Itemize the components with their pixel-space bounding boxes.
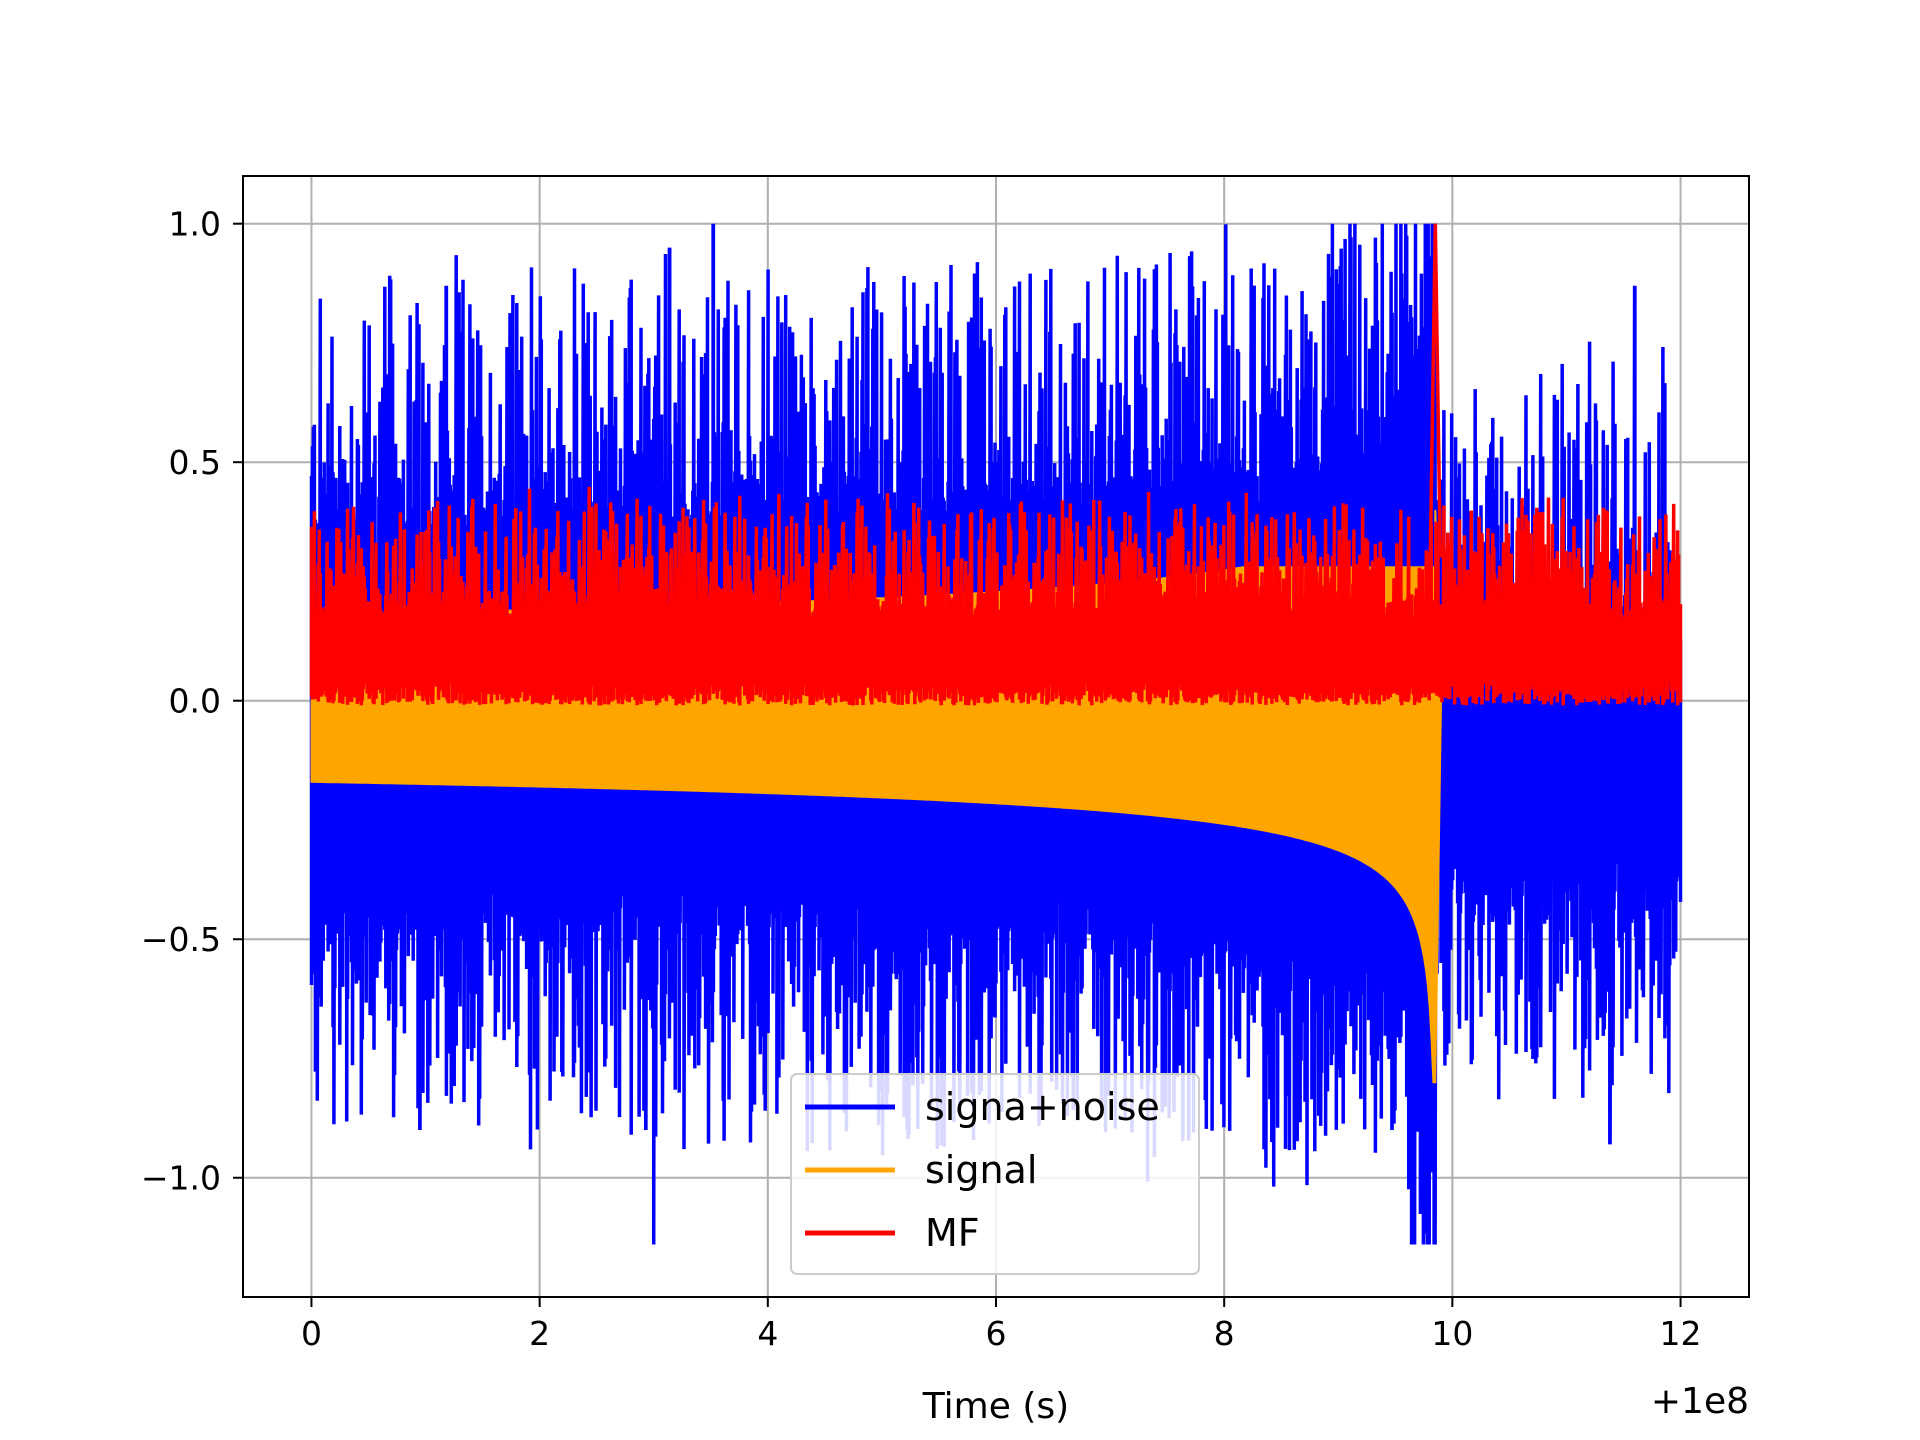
legend: signa+noise signal MF [790,1073,1200,1275]
x-tick-label-4: 8 [1214,1314,1235,1353]
legend-label-signal-noise: signa+noise [925,1085,1160,1129]
x-axis-offset-text: +1e8 [1651,1381,1749,1422]
x-tick-label-2: 4 [757,1314,778,1353]
x-tick-label-1: 2 [529,1314,550,1353]
series-mf [309,223,1683,706]
y-tick-label-1: −0.5 [141,920,221,959]
x-axis-label: Time (s) [922,1386,1069,1427]
x-tick-label-5: 10 [1431,1314,1473,1353]
y-tick-label-0: −1.0 [141,1159,221,1198]
x-tick-label-6: 12 [1660,1314,1702,1353]
legend-box [790,1073,1200,1275]
y-tick-label-2: 0.0 [169,682,221,721]
legend-label-signal: signal [925,1148,1037,1192]
y-tick-label-3: 0.5 [169,443,221,482]
x-tick-label-3: 6 [986,1314,1007,1353]
y-tick-label-4: 1.0 [169,205,221,244]
series-layer [309,223,1683,1245]
legend-label-mf: MF [925,1211,980,1255]
ticks: 0 2 4 6 8 10 12 −1.0 −0.5 0.0 0.5 1.0 [141,205,1702,1353]
x-tick-label-0: 0 [301,1314,322,1353]
